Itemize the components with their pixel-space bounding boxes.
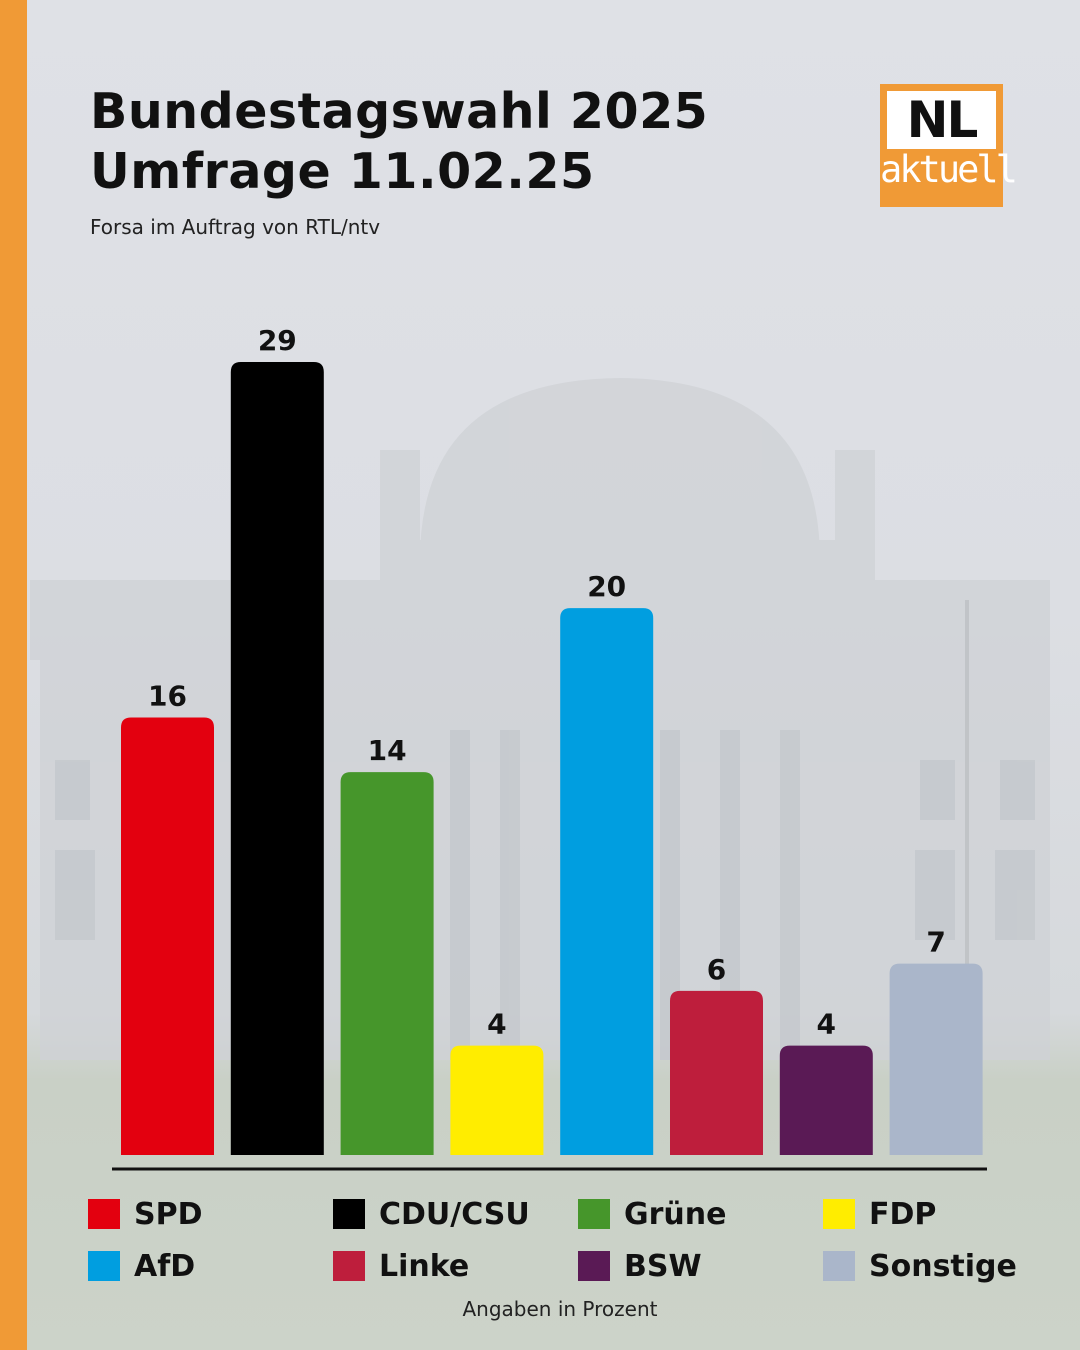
legend-item-fdp: FDP [823, 1196, 936, 1232]
data-label-gr-ne: 14 [368, 734, 407, 767]
accent-side-bar [0, 0, 27, 1350]
page-title: Bundestagswahl 2025 Umfrage 11.02.25 [90, 82, 708, 202]
legend-item-gr-ne: Grüne [578, 1196, 726, 1232]
bar-gr-ne [340, 772, 434, 1155]
bar-afd [560, 608, 654, 1155]
bar-fdp [450, 1045, 544, 1155]
legend-item-bsw: BSW [578, 1248, 702, 1284]
legend-label: SPD [134, 1196, 203, 1232]
data-label-linke: 6 [707, 953, 726, 986]
legend-swatch [88, 1199, 120, 1229]
legend-label: FDP [869, 1196, 937, 1232]
legend-item-cdu-csu: CDU/CSU [333, 1196, 530, 1232]
data-label-bsw: 4 [817, 1008, 836, 1041]
bar-linke [670, 990, 763, 1155]
legend-swatch [333, 1251, 365, 1281]
bar-chart: 16 29 14 4 20 6 4 7 [112, 324, 987, 1171]
data-label-afd: 20 [587, 570, 626, 603]
logo-main-text: NL [887, 91, 996, 149]
legend-label: CDU/CSU [379, 1196, 530, 1232]
legend-label: BSW [624, 1248, 702, 1284]
legend-swatch [333, 1199, 365, 1229]
legend-item-linke: Linke [333, 1248, 469, 1284]
footnote-units: Angaben in Prozent [462, 1297, 658, 1321]
nl-aktuell-logo: NL aktuell [880, 84, 1018, 207]
subtitle-source: Forsa im Auftrag von RTL/ntv [90, 215, 381, 239]
legend-swatch [578, 1199, 610, 1229]
legend-swatch [88, 1251, 120, 1281]
legend-label: Grüne [624, 1196, 727, 1232]
title-line-1: Bundestagswahl 2025 [90, 83, 709, 140]
legend-label: Sonstige [869, 1248, 1017, 1284]
legend-swatch [823, 1199, 855, 1229]
legend-item-spd: SPD [88, 1196, 203, 1232]
data-label-cdu-csu: 29 [258, 324, 297, 357]
bar-sonstige [889, 963, 983, 1155]
bar-bsw [779, 1045, 873, 1155]
data-label-fdp: 4 [487, 1008, 506, 1041]
legend-swatch [578, 1251, 610, 1281]
legend-label: AfD [134, 1248, 196, 1284]
data-label-sonstige: 7 [926, 926, 945, 959]
data-label-spd: 16 [148, 679, 187, 712]
legend-item-afd: AfD [88, 1248, 195, 1284]
legend-item-sonstige: Sonstige [823, 1248, 1017, 1284]
legend-label: Linke [379, 1248, 470, 1284]
legend-swatch [823, 1251, 855, 1281]
bar-cdu-csu [230, 362, 324, 1155]
bar-spd [121, 717, 214, 1155]
title-line-2: Umfrage 11.02.25 [90, 143, 595, 200]
logo-sub-text: aktuell [880, 148, 1018, 191]
